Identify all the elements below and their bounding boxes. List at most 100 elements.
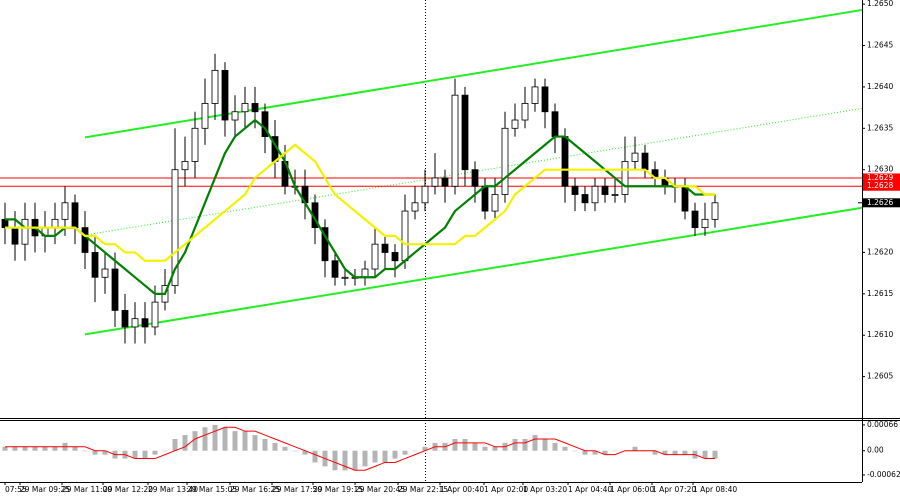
macd-bar <box>632 446 638 451</box>
y-tick-label: 1.2640 <box>867 82 893 91</box>
candle-body <box>681 185 689 212</box>
macd-bar <box>452 438 458 451</box>
macd-bar <box>662 450 668 455</box>
trend-line <box>84 206 863 336</box>
x-tick-label: 07:55 <box>5 485 27 494</box>
x-tick-label: 29 Mar 17:50 <box>272 485 322 494</box>
macd-bar <box>202 427 208 451</box>
candle-body <box>81 227 89 253</box>
x-tick-label: 1 Apr 00:40 <box>440 485 484 494</box>
candle-body <box>391 252 399 262</box>
macd-bar <box>82 450 88 452</box>
candle-body <box>441 177 449 187</box>
candle-body <box>91 252 99 278</box>
candle-body <box>411 202 419 212</box>
macd-bar <box>142 450 148 459</box>
candle-body <box>201 103 209 129</box>
candle-body <box>51 218 59 229</box>
macd-bar <box>372 450 378 463</box>
macd-y-tick-label: 0.00 <box>867 446 884 455</box>
macd-bar <box>612 450 618 452</box>
macd-bar <box>412 450 418 452</box>
candle-body <box>481 185 489 212</box>
x-tick-label: 29 Mar 19:15 <box>313 485 363 494</box>
macd-bar <box>422 446 428 451</box>
candle-body <box>561 136 569 187</box>
x-tick-label: 1 Apr 03:20 <box>523 485 567 494</box>
macd-bar <box>152 450 158 455</box>
candle-body <box>111 268 119 311</box>
candle-body <box>261 111 269 137</box>
macd-bar <box>702 450 708 459</box>
y-tick-label: 1.2615 <box>867 289 893 298</box>
macd-bar <box>592 450 598 455</box>
macd-bar <box>52 446 58 451</box>
macd-bar <box>672 450 678 455</box>
macd-bar <box>602 450 608 455</box>
candle-body <box>581 194 589 204</box>
y-tick-label: 1.2650 <box>867 0 893 8</box>
x-tick-label: 29 Mar 13:40 <box>148 485 198 494</box>
candle-body <box>471 169 479 187</box>
candle-body <box>421 185 429 204</box>
candle-body <box>361 268 369 278</box>
y-tick-label: 1.2605 <box>867 372 893 381</box>
candle-body <box>321 227 329 262</box>
candle-body <box>61 202 69 220</box>
macd-bar <box>72 446 78 451</box>
moving-average <box>5 118 715 295</box>
x-tick-label: 29 Mar 15:05 <box>187 485 237 494</box>
macd-bar <box>582 450 588 455</box>
x-tick-label: 1 Apr 06:00 <box>610 485 654 494</box>
candle-body <box>511 119 519 129</box>
macd-bar <box>222 427 228 451</box>
macd-bar <box>512 438 518 451</box>
candle-body <box>151 301 159 328</box>
macd-bar <box>352 450 358 471</box>
candle-body <box>701 218 709 229</box>
candle-body <box>141 318 149 328</box>
macd-bar <box>92 450 98 455</box>
price-label: 1.2629 <box>867 173 893 182</box>
candle-body <box>131 318 139 328</box>
x-tick-label: 1 Apr 04:40 <box>568 485 612 494</box>
candle-body <box>451 94 459 187</box>
candle-body <box>381 243 389 253</box>
y-tick-label: 1.2610 <box>867 330 893 339</box>
macd-bar <box>542 438 548 451</box>
candle-body <box>181 161 189 171</box>
price-label-box <box>863 181 900 191</box>
macd-bar <box>682 450 688 455</box>
candle-body <box>71 202 79 229</box>
macd-bar <box>492 446 498 451</box>
macd-bar <box>192 431 198 451</box>
macd-bar <box>42 446 48 451</box>
y-tick-label: 1.2635 <box>867 123 893 132</box>
macd-bar <box>172 438 178 451</box>
candle-body <box>491 194 499 212</box>
candle-body <box>531 86 539 104</box>
candle-body <box>611 194 619 196</box>
candle-body <box>691 210 699 229</box>
macd-bar <box>402 450 408 455</box>
macd-bar <box>482 446 488 451</box>
macd-bar <box>252 435 258 451</box>
candle-body <box>551 111 559 137</box>
macd-bar <box>382 450 388 463</box>
y-tick-label: 1.2645 <box>867 41 893 50</box>
macd-bar <box>552 442 558 451</box>
macd-bar <box>332 450 338 471</box>
macd-bar <box>32 446 38 451</box>
candle-body <box>211 69 219 104</box>
candle-body <box>521 103 529 121</box>
macd-bar <box>522 438 528 451</box>
candle-body <box>631 152 639 162</box>
candle-body <box>641 152 649 171</box>
macd-bar <box>272 442 278 451</box>
candle-body <box>121 309 129 328</box>
candle-body <box>21 218 29 245</box>
x-tick-label: 29 Mar 09:25 <box>20 485 70 494</box>
macd-bar <box>232 431 238 451</box>
macd-bar <box>262 438 268 451</box>
